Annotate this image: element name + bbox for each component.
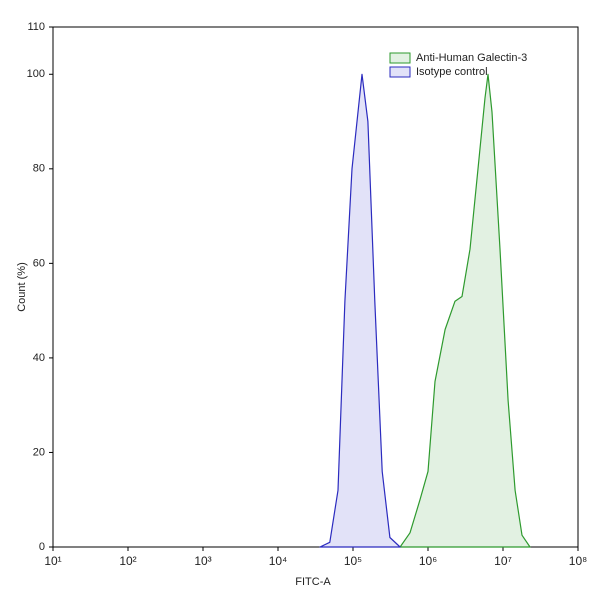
y-tick-label: 0 <box>39 541 45 553</box>
legend-label: Isotype control <box>416 66 488 78</box>
series-area <box>319 73 401 548</box>
x-tick-label: 10¹ <box>44 554 61 568</box>
x-axis-label: FITC-A <box>295 576 331 588</box>
y-tick-label: 20 <box>33 446 45 458</box>
y-tick-label: 60 <box>33 257 45 269</box>
x-tick-label: 10³ <box>194 554 211 568</box>
x-tick-label: 10⁵ <box>344 554 362 568</box>
x-tick-label: 10² <box>119 554 136 568</box>
x-tick-label: 10⁴ <box>269 554 288 568</box>
legend-swatch <box>389 52 411 64</box>
legend-swatch <box>389 66 411 78</box>
x-tick-label: 10⁶ <box>419 554 437 568</box>
plot-frame <box>52 26 579 548</box>
series-area <box>399 73 531 548</box>
y-tick-label: 100 <box>27 68 45 80</box>
y-tick-label: 80 <box>33 163 45 175</box>
y-tick-label: 110 <box>27 21 45 33</box>
y-tick-label: 40 <box>33 352 45 364</box>
x-tick-label: 10⁷ <box>494 554 512 568</box>
legend-label: Anti-Human Galectin-3 <box>416 52 527 64</box>
x-tick-label: 10⁸ <box>569 554 587 568</box>
y-axis-label: Count (%) <box>16 262 28 312</box>
